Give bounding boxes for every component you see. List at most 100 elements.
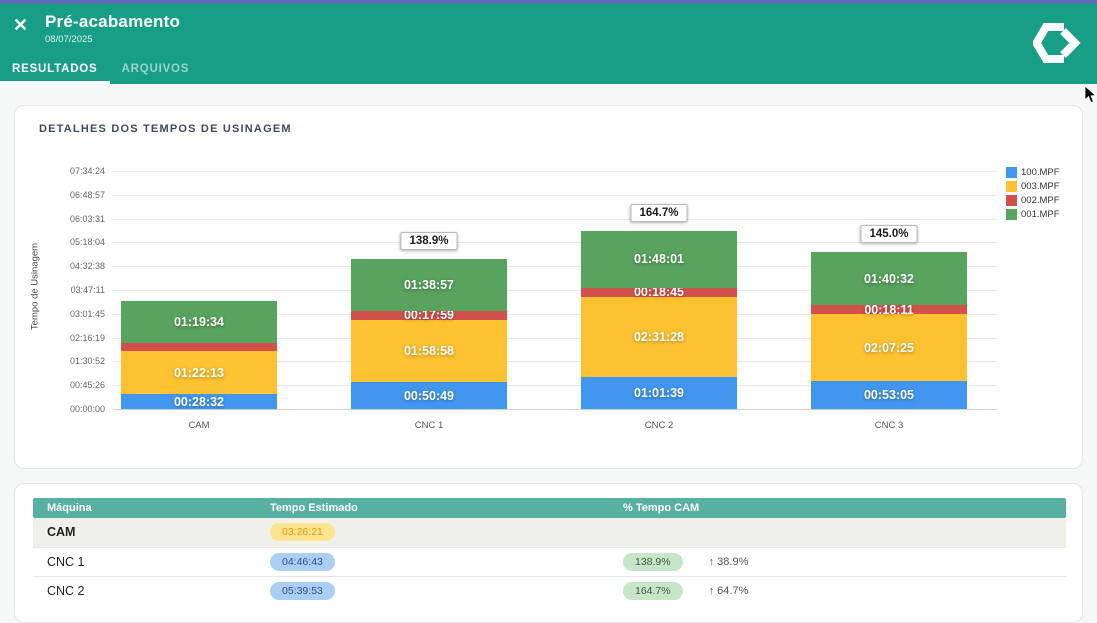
bar-segment-value: 01:19:34 [173, 314, 225, 329]
percent-cam-badge: 138.9% [623, 552, 683, 571]
delta-percent: ↑ 38.9% [708, 555, 749, 568]
y-axis-tick-label: 00:45:26 [69, 380, 105, 391]
bar-segment-100.MPF[interactable]: 00:50:49 [351, 382, 507, 409]
x-axis-label: CNC 1 [414, 420, 444, 431]
legend-label: 003.MPF [1021, 181, 1060, 192]
bar-percent-annotation: 138.9% [400, 231, 458, 250]
table-row[interactable]: CNC 1 04:46:43 138.9% ↑ 38.9% [33, 546, 1066, 576]
tab-resultados[interactable]: RESULTADOS [0, 56, 110, 84]
y-axis-tick-label: 07:34:24 [69, 166, 105, 176]
bar-segment-001.MPF[interactable]: 01:40:32 [811, 252, 967, 305]
gridline [113, 266, 997, 268]
legend-item-001.MPF[interactable]: 001.MPF [1006, 209, 1060, 220]
bar-segment-value: 02:31:28 [633, 330, 685, 345]
gridline [113, 337, 997, 339]
y-axis-title: Tempo de Usinagem [29, 242, 41, 331]
y-axis-tick-label: 02:16:19 [69, 332, 105, 343]
y-axis-tick-label: 03:01:45 [69, 308, 105, 319]
legend-swatch [1006, 167, 1017, 178]
bar-segment-value: 00:53:05 [863, 388, 915, 403]
bar-segment-002.MPF[interactable]: 00:18:11 [811, 302, 967, 317]
machine-name: CAM [33, 518, 256, 547]
bar-segment-001.MPF[interactable]: 01:19:34 [121, 300, 277, 343]
bar-segment-value: 00:28:32 [173, 394, 225, 409]
hexagon-logo-icon [1033, 23, 1081, 63]
legend-swatch [1006, 195, 1017, 206]
bar-segment-value: 01:58:58 [403, 344, 455, 359]
bar-segment-value: 01:38:57 [403, 277, 455, 292]
close-icon[interactable]: ✕ [13, 15, 29, 35]
header-titles: Pré-acabamento 08/07/2025 [45, 12, 180, 45]
bar-percent-annotation: 164.7% [630, 203, 688, 222]
bar-segment-value: 00:18:11 [864, 302, 914, 317]
tempo-estimado-badge: 03:26:21 [270, 523, 335, 542]
tempo-estimado-badge: 04:46:43 [270, 552, 335, 571]
bar-segment-002.MPF[interactable]: 00:17:59 [351, 308, 507, 323]
bar-segment-value: 00:50:49 [403, 388, 455, 403]
bar-segment-003.MPF[interactable]: 01:22:13 [121, 350, 277, 395]
tab-arquivos[interactable]: ARQUIVOS [121, 62, 190, 75]
gridline [113, 218, 997, 220]
table-header-row: Máquina Tempo Estimado % Tempo CAM [33, 498, 1066, 518]
page-date: 08/07/2025 [45, 34, 93, 45]
legend-item-100.MPF[interactable]: 100.MPF [1006, 167, 1060, 178]
y-axis-tick-label: 03:47:11 [70, 285, 105, 295]
legend-label: 100.MPF [1021, 167, 1060, 178]
app-header: ✕ Pré-acabamento 08/07/2025 RESULTADOS A… [0, 4, 1097, 84]
column-header-tempo-estimado: Tempo Estimado [256, 498, 609, 518]
bar-segment-100.MPF[interactable]: 01:01:39 [581, 376, 737, 409]
gridline [113, 171, 997, 172]
bar-segment-100.MPF[interactable]: 00:28:32 [121, 394, 277, 409]
gridline [113, 242, 997, 244]
legend-item-002.MPF[interactable]: 002.MPF [1006, 195, 1060, 206]
bar-segment-value: 02:07:25 [863, 340, 915, 355]
y-axis-tick-label: 06:03:31 [69, 213, 105, 224]
y-axis-tick-label: 05:18:04 [69, 237, 105, 248]
y-axis-tick-label: 00:00:00 [69, 404, 105, 414]
percent-cam-badge: 164.7% [623, 581, 683, 600]
bar-segment-002.MPF[interactable]: 00:18:45 [581, 285, 737, 300]
tab-bar: RESULTADOS ARQUIVOS [0, 56, 201, 84]
bar-segment-003.MPF[interactable]: 01:58:58 [351, 320, 507, 383]
chart-card-title: DETALHES DOS TEMPOS DE USINAGEM [39, 123, 292, 135]
chart-card: DETALHES DOS TEMPOS DE USINAGEM 00:00:00… [14, 105, 1083, 469]
machine-times-table: Máquina Tempo Estimado % Tempo CAM CAM 0… [33, 498, 1066, 605]
legend-item-003.MPF[interactable]: 003.MPF [1006, 181, 1060, 192]
column-header-percent-tempo-cam: % Tempo CAM [609, 498, 1066, 518]
legend-swatch [1006, 209, 1017, 220]
bar-segment-001.MPF[interactable]: 01:48:01 [581, 230, 737, 288]
stacked-bar-chart: 00:00:00 00:45:26 01:30:52 02:16:19 03:01:45… [15, 156, 1082, 456]
machine-name: CNC 1 [33, 546, 256, 576]
table-row[interactable]: CAM 03:26:21 [33, 518, 1066, 547]
delta-percent: ↑ 64.7% [708, 584, 749, 597]
machine-times-table-card: Máquina Tempo Estimado % Tempo CAM CAM 0… [14, 483, 1083, 623]
y-axis-tick-label: 01:30:52 [69, 356, 105, 367]
page-title: Pré-acabamento [45, 12, 181, 31]
bar-segment-value: 01:48:01 [633, 252, 685, 267]
machine-name: CNC 2 [33, 575, 256, 605]
bar-segment-100.MPF[interactable]: 00:53:05 [811, 381, 967, 409]
bar-segment-value: 01:22:13 [173, 365, 225, 380]
bar-segment-003.MPF[interactable]: 02:07:25 [811, 314, 967, 382]
bar-segment-003.MPF[interactable]: 02:31:28 [581, 297, 737, 377]
bar-segment-value: 01:40:32 [863, 271, 915, 286]
mouse-cursor [1084, 86, 1097, 104]
chart-legend: 100.MPF 003.MPF 002.MPF 001.MPF [1006, 167, 1060, 223]
x-axis-label: CNC 3 [874, 420, 904, 431]
gridline [113, 385, 997, 387]
x-axis-label: CAM [188, 420, 210, 431]
top-accent-strip [0, 0, 1097, 4]
y-axis-tick-label: 06:48:57 [69, 189, 105, 200]
bar-segment-001.MPF[interactable]: 01:38:57 [351, 258, 507, 311]
gridline [113, 194, 997, 196]
legend-label: 001.MPF [1021, 209, 1060, 220]
gridline [113, 409, 997, 410]
gridline [113, 313, 997, 315]
legend-swatch [1006, 181, 1017, 192]
tempo-estimado-badge: 05:39:53 [270, 581, 335, 600]
table-row[interactable]: CNC 2 05:39:53 164.7% ↑ 64.7% [33, 575, 1066, 605]
gridline [113, 361, 997, 363]
bar-segment-value: 00:17:59 [403, 308, 455, 323]
bar-segment-value: 00:18:45 [633, 285, 685, 300]
bar-segment-002.MPF[interactable] [121, 342, 277, 351]
